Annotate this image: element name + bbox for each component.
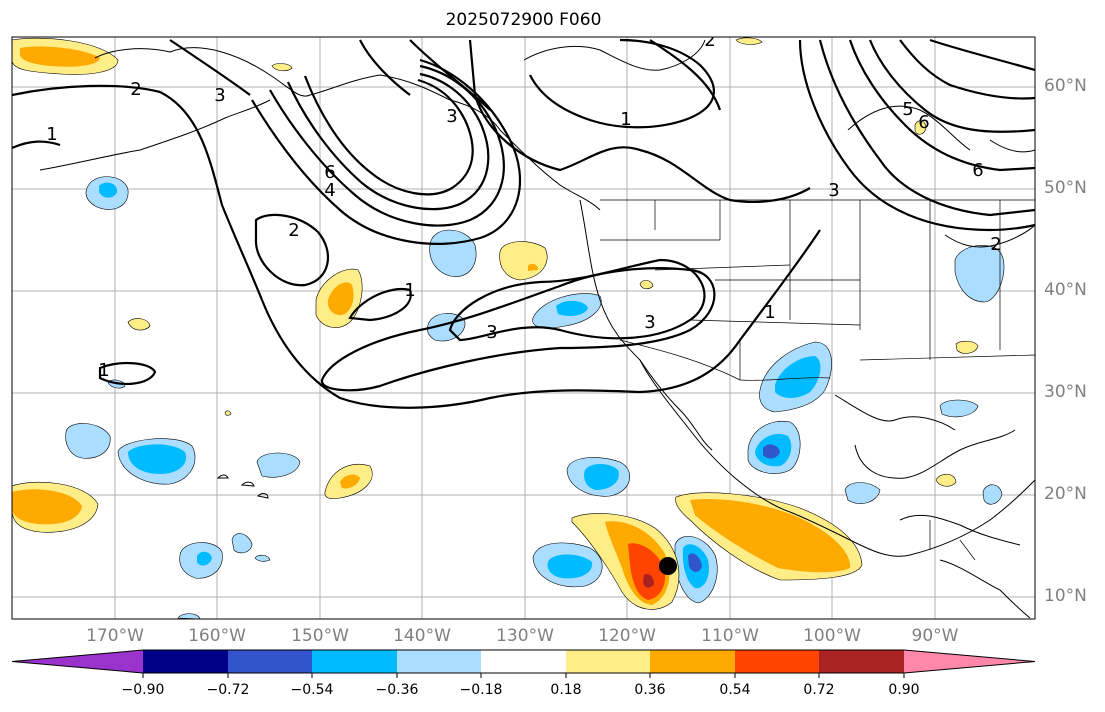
contour-label: 3 [644,312,655,333]
contour-label: 6 [324,162,335,183]
contour-label: 3 [214,85,225,106]
contour-label: 6 [918,112,929,133]
colorbar-tick-label: 0.54 [719,682,751,698]
political-borders [600,199,1035,561]
lon-label: 170°W [86,626,144,646]
lon-label: 130°W [496,626,554,646]
contour-label: 3 [446,106,457,127]
contour-label: 2 [704,30,715,51]
lat-label: 20°N [1044,484,1087,504]
colorbar-segment [481,650,567,673]
colorbar-extend-low [12,650,143,673]
colorbar-segment [228,650,313,673]
lat-label: 30°N [1044,382,1087,402]
contour-label: 1 [46,124,57,145]
contour-label: 3 [486,322,497,343]
lon-label: 120°W [598,626,656,646]
contour-label: 2 [990,234,1001,255]
colorbar-tick-label: −0.18 [459,682,503,698]
contour-label: 2 [288,220,299,241]
contour-label: 6 [972,160,983,181]
colorbar-tick-label: −0.72 [206,682,250,698]
lat-label: 40°N [1044,280,1087,300]
colorbar-tick-label: −0.36 [375,682,419,698]
colorbar-segment [650,650,736,673]
colorbar [11,649,1036,678]
lat-label: 50°N [1044,178,1087,198]
lon-label: 150°W [291,626,349,646]
contour-label: 3 [828,180,839,201]
colorbar-segment [312,650,398,673]
lat-label: 10°N [1044,586,1087,606]
storm-position-marker [659,557,677,575]
colorbar-tick-label: −0.54 [290,682,334,698]
gridlines [12,37,1035,619]
colorbar-segment [566,650,651,673]
lon-label: 90°W [911,626,959,646]
contour-label: 1 [764,302,775,323]
contour-label: 5 [902,99,913,120]
colorbar-segment [735,650,820,673]
lon-label: 140°W [393,626,451,646]
colorbar-tick-label: −0.90 [121,682,165,698]
lon-label: 110°W [701,626,759,646]
map-title: 2025072900 F060 [445,10,602,30]
negative-shading [65,176,1005,619]
contour-label: 1 [620,109,631,130]
contour-label: 4 [324,180,335,201]
colorbar-tick-label: 0.18 [550,682,582,698]
colorbar-tick-label: 0.36 [634,682,666,698]
lat-label: 60°N [1044,76,1087,96]
colorbar-tick-label: 0.90 [888,682,920,698]
contour-label: 1 [98,360,109,381]
colorbar-segment [143,650,229,673]
contour-label-group: 2 3 2 1 3 6 4 1 2 1 3 3 1 1 5 6 6 3 2 [46,30,1001,381]
lon-label: 160°W [188,626,246,646]
map-frame [11,36,1036,620]
contour-label: 2 [130,79,141,100]
colorbar-extend-high [904,650,1035,673]
coastlines [39,39,1035,619]
colorbar-segment [819,650,905,673]
positive-shading [12,37,979,610]
contour-lines [12,38,1035,409]
contour-label: 1 [404,280,415,301]
lon-label: 100°W [803,626,861,646]
colorbar-tick-label: 0.72 [803,682,835,698]
colorbar-segment [397,650,482,673]
